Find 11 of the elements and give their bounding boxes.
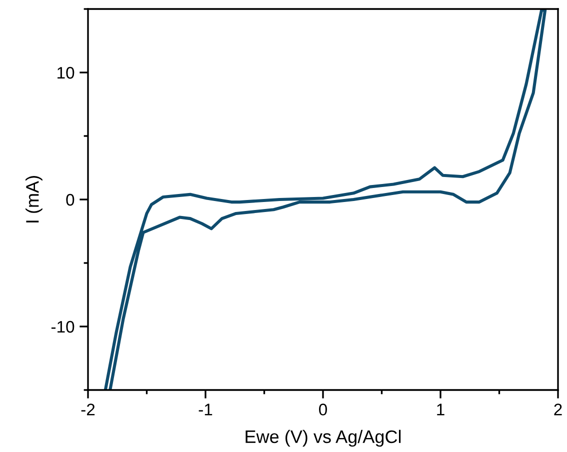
x-tick-label: -1	[198, 404, 212, 416]
y-axis-title: I (mA)	[26, 176, 42, 222]
x-tick-label: 1	[437, 404, 444, 416]
y-tick-label: 10	[58, 66, 74, 79]
x-axis-title: Ewe (V) vs Ag/AgCl	[246, 430, 401, 447]
line-series	[104, 9, 547, 390]
y-tick-label: 0	[66, 194, 74, 206]
x-tick-label: 0	[319, 404, 327, 416]
x-tick-label: -2	[81, 404, 95, 416]
x-tick-label: 2	[554, 404, 562, 416]
y-tick-label: -10	[51, 320, 74, 333]
